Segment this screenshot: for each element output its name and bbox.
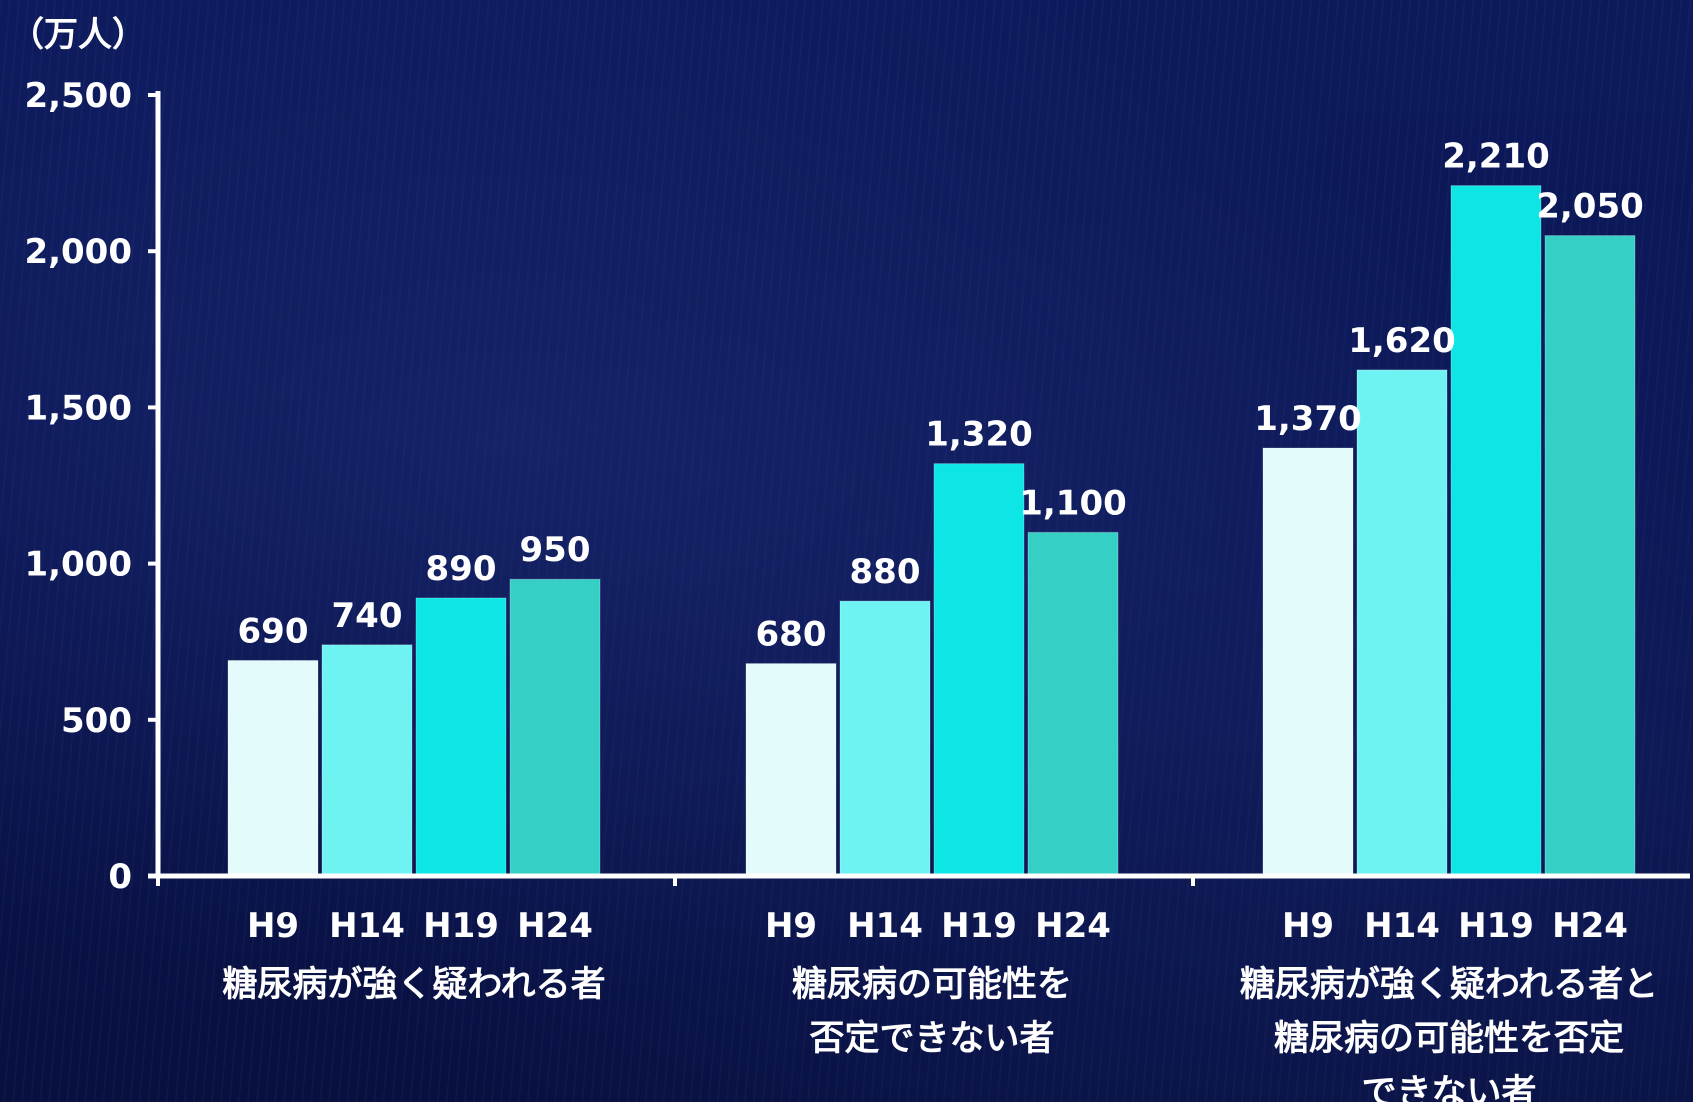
bar-h19-group-2 <box>933 463 1025 877</box>
x-category-label: H9 <box>765 906 817 946</box>
bar-value-label: 1,370 <box>1254 399 1362 439</box>
x-category-label: H14 <box>847 906 923 946</box>
x-category-label: H14 <box>329 906 405 946</box>
axes-layer <box>148 91 1690 886</box>
bars-layer <box>227 185 1636 877</box>
bar-value-label: 890 <box>426 549 497 589</box>
x-category-label: H9 <box>247 906 299 946</box>
x-category-label: H9 <box>1282 906 1334 946</box>
bar-value-label: 740 <box>332 596 403 636</box>
bar-h14-group-3 <box>1356 369 1448 877</box>
group-label-line: 糖尿病の可能性を否定 <box>1274 1019 1624 1059</box>
group-label-line: できない者 <box>1361 1073 1536 1102</box>
group-label-line: 糖尿病が強く疑われる者 <box>222 965 605 1005</box>
x-category-label: H19 <box>423 906 499 946</box>
x-category-label: H24 <box>1035 906 1111 946</box>
bar-value-label: 1,100 <box>1019 483 1127 523</box>
bar-h9-group-2 <box>745 663 837 877</box>
bar-value-label: 690 <box>238 611 309 651</box>
bar-h19-group-1 <box>415 597 507 877</box>
bar-h24-group-3 <box>1544 235 1636 877</box>
y-axis-ticks: 0 500 1,000 1,500 2,000 2,500 <box>24 76 158 897</box>
bar-value-label: 2,050 <box>1536 187 1644 227</box>
y-tick-label: 1,500 <box>24 388 132 428</box>
bar-value-label: 1,620 <box>1348 321 1456 361</box>
bar-h24-group-2 <box>1027 531 1119 877</box>
bar-h24-group-1 <box>509 578 601 877</box>
group-label-line: 糖尿病が強く疑われる者と <box>1240 965 1658 1005</box>
x-category-label: H24 <box>517 906 593 946</box>
x-category-label: H24 <box>1552 906 1628 946</box>
x-category-label: H14 <box>1364 906 1440 946</box>
y-axis-unit-label: （万人） <box>10 15 146 55</box>
bar-h9-group-1 <box>227 659 319 877</box>
y-tick-label: 500 <box>61 701 132 741</box>
bar-value-label: 2,210 <box>1442 137 1550 177</box>
x-category-label: H19 <box>941 906 1017 946</box>
y-tick-label: 2,000 <box>24 232 132 272</box>
labels-layer: 690 H9 740 H14 890 H19 950 H24 糖尿病が強く疑われる者 680 H9 8… <box>222 137 1658 1102</box>
y-tick-label: 1,000 <box>24 545 132 585</box>
bar-h14-group-2 <box>839 600 931 877</box>
y-tick-label: 2,500 <box>24 76 132 116</box>
bar-h14-group-1 <box>321 644 413 877</box>
group-label-line: 糖尿病の可能性を <box>792 965 1072 1005</box>
bar-value-label: 680 <box>756 615 827 655</box>
bar-value-label: 950 <box>520 530 591 570</box>
group-label-line: 否定できない者 <box>809 1019 1054 1059</box>
bar-h19-group-3 <box>1450 185 1542 877</box>
y-tick-label: 0 <box>108 857 132 897</box>
x-category-label: H19 <box>1458 906 1534 946</box>
bar-value-label: 1,320 <box>925 415 1033 455</box>
bar-value-label: 880 <box>850 552 921 592</box>
bar-h9-group-3 <box>1262 447 1354 877</box>
